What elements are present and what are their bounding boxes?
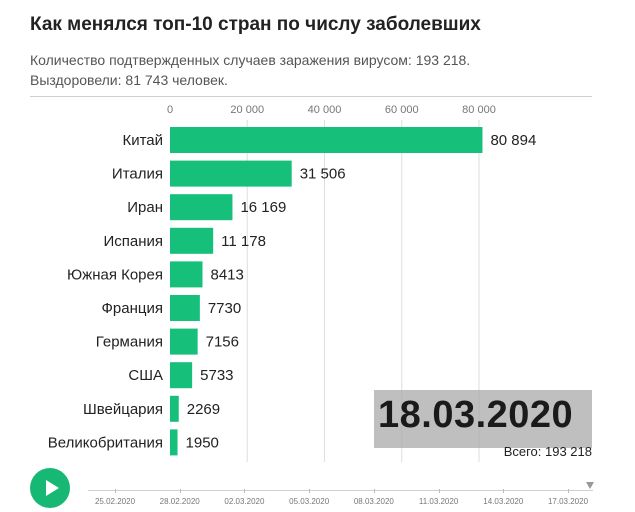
value-label: 11 178 (221, 233, 266, 250)
value-label: 31 506 (300, 166, 346, 183)
total-cases: Всего: 193 218 (503, 444, 592, 459)
header-divider (30, 96, 592, 97)
value-label: 16 169 (240, 199, 286, 216)
value-label: 7730 (208, 300, 241, 317)
category-label: Иран (127, 199, 163, 216)
subtitle-recovered: Выздоровели: 81 743 человек. (30, 72, 228, 88)
x-tick-label: 80 000 (462, 104, 496, 116)
timeline-tick (115, 489, 116, 493)
timeline-date-label[interactable]: 25.02.2020 (94, 497, 136, 506)
timeline-date-label[interactable]: 08.03.2020 (353, 497, 394, 506)
value-label: 5733 (200, 367, 233, 384)
value-label: 7156 (206, 334, 239, 351)
timeline-date-label[interactable]: 05.03.2020 (289, 497, 330, 506)
bar (170, 160, 292, 187)
category-label: США (128, 367, 163, 384)
play-icon (46, 480, 59, 496)
category-label: Южная Корея (67, 266, 163, 283)
timeline-date-label[interactable]: 28.02.2020 (159, 497, 200, 506)
timeline-handle[interactable] (586, 482, 594, 489)
category-label: Германия (96, 334, 163, 351)
category-label: Великобритания (48, 434, 163, 451)
bar (170, 261, 203, 288)
timeline-tick (244, 489, 246, 493)
x-tick-label: 60 000 (385, 104, 419, 116)
chart-subtitle: Количество подтвержденных случаев зараже… (30, 50, 470, 90)
bar (170, 227, 214, 254)
value-label: 8413 (210, 266, 243, 283)
bar (170, 362, 193, 389)
bar (170, 295, 200, 321)
value-label: 2269 (187, 401, 220, 418)
value-label: 1950 (186, 434, 219, 451)
category-label: Франция (102, 300, 163, 317)
timeline-date-label[interactable]: 02.03.2020 (224, 497, 265, 506)
timeline-tick (179, 489, 181, 493)
bar (170, 194, 233, 221)
bar (170, 429, 178, 456)
category-label: Испания (103, 233, 163, 250)
value-label: 80 894 (490, 132, 536, 149)
timeline-tick (503, 489, 505, 493)
timeline-tick (438, 489, 440, 493)
bar (170, 328, 198, 355)
subtitle-cases: Количество подтвержденных случаев зараже… (30, 52, 471, 68)
play-button[interactable] (30, 468, 70, 508)
timeline-date-label[interactable]: 11.03.2020 (418, 497, 459, 506)
timeline-date-label[interactable]: 14.03.2020 (483, 497, 524, 506)
current-date: 18.03.2020 (378, 394, 574, 436)
timeline-tick (373, 489, 375, 493)
chart-title: Как менялся топ-10 стран по числу заболе… (30, 14, 481, 35)
category-label: Италия (112, 166, 163, 183)
timeline-track[interactable] (88, 490, 593, 491)
bar-chart: 0 20 000 40 000 60 000 80 000 Китай 80 894 Итал… (48, 104, 536, 462)
date-overlay-box (374, 390, 592, 448)
category-label: Китай (122, 132, 163, 149)
timeline-tick (309, 489, 311, 493)
timeline-tick (568, 489, 569, 493)
bar (170, 127, 483, 153)
bar (170, 395, 179, 422)
x-tick-label: 20 000 (230, 104, 264, 116)
category-label: Швейцария (83, 401, 163, 418)
x-tick-label: 0 (167, 104, 173, 116)
x-tick-label: 40 000 (308, 104, 342, 116)
timeline-date-label[interactable]: 17.03.2020 (547, 497, 589, 506)
